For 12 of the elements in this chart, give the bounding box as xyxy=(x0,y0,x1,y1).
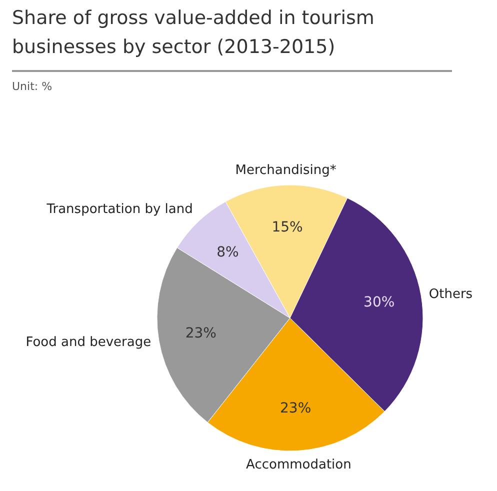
slice-label: Food and beverage xyxy=(26,335,152,350)
chart-title: Share of gross value-added in tourism businesses by sector (2013-2015) xyxy=(12,4,452,72)
data-label: 8% xyxy=(216,244,239,260)
data-label: 23% xyxy=(185,326,216,342)
chart-subtitle: Unit: % xyxy=(12,80,54,93)
slice-label: Merchandising* xyxy=(235,163,337,178)
slice-label: Accommodation xyxy=(246,458,352,473)
slice-label: Transportation by land xyxy=(46,202,193,217)
data-label: 15% xyxy=(272,220,303,236)
data-label: 23% xyxy=(280,400,312,416)
data-label: 30% xyxy=(364,294,395,310)
slice-label: Others xyxy=(428,286,473,302)
